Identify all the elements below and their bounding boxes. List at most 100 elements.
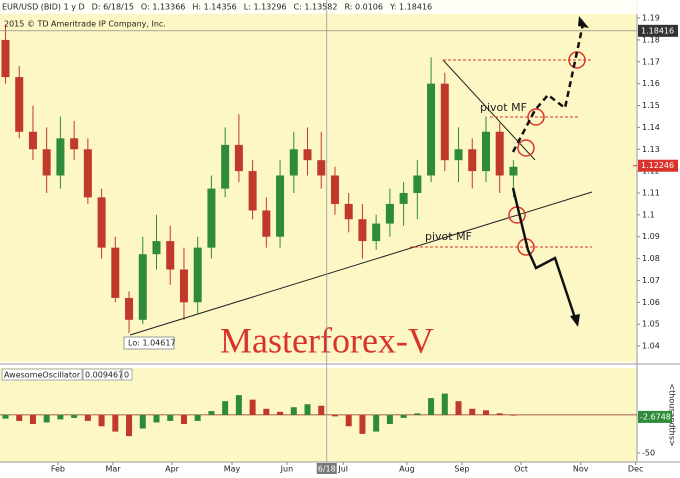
oscillator-bar xyxy=(98,414,105,427)
oscillator-bar xyxy=(153,414,160,423)
forecast-arrow xyxy=(511,23,585,153)
candle-body xyxy=(344,203,353,220)
header-bar xyxy=(0,0,680,14)
y-tick-label: 1.04 xyxy=(642,342,660,351)
oscillator-bar xyxy=(277,411,284,415)
candle-body xyxy=(399,192,408,204)
circle xyxy=(517,139,535,157)
oscillator-bar xyxy=(167,414,174,421)
oscillator-bar xyxy=(57,414,64,420)
oscillator-bar xyxy=(29,414,36,424)
price-label: 1.18416 xyxy=(641,26,674,35)
x-tick-label: Apr xyxy=(165,465,180,474)
oscillator-bar xyxy=(16,414,23,421)
oscillator-bar xyxy=(400,414,407,418)
y-tick-label: 1.05 xyxy=(642,320,660,329)
x-tick-label: Dec xyxy=(628,465,643,474)
oscillator-bar xyxy=(84,414,91,421)
candle-body xyxy=(193,247,202,303)
candle-body xyxy=(317,160,326,176)
oscillator-bar xyxy=(235,395,242,415)
oscillator-bar xyxy=(194,414,201,421)
oscillator-bar xyxy=(441,393,448,415)
oscillator-bar xyxy=(2,414,9,419)
x-tick-label: Oct xyxy=(514,465,528,474)
candle-body xyxy=(111,247,120,298)
x-tick-label: Jul xyxy=(337,465,348,474)
y-tick-label: -50 xyxy=(642,448,655,457)
oscillator-bar xyxy=(318,405,325,415)
candle-body xyxy=(509,166,518,176)
candle-body xyxy=(330,175,339,204)
copyright: 2015 © TD Ameritrade IP Company, Inc. xyxy=(4,20,166,29)
header-item: L: 1.13296 xyxy=(244,3,287,12)
candle-body xyxy=(152,241,161,255)
oscillator-bar xyxy=(112,414,119,432)
forecast-arrow xyxy=(511,187,577,319)
candle-body xyxy=(468,149,477,172)
candle-body xyxy=(358,219,367,242)
x-tick-label: Sep xyxy=(454,465,469,474)
oscillator-bar xyxy=(469,408,476,415)
oscillator-bar xyxy=(510,414,517,416)
marks xyxy=(0,24,637,437)
oscillator-bar xyxy=(331,414,338,417)
low-label: Lo: 1.04617 xyxy=(128,339,176,348)
candle-body xyxy=(262,210,271,237)
oscillator-bar xyxy=(482,410,489,415)
candle-body xyxy=(179,269,188,303)
candle-body xyxy=(125,297,134,320)
y-tick-label: 1.06 xyxy=(642,298,660,307)
oscillator-bar xyxy=(373,414,380,432)
y-tick-label: 1.18 xyxy=(642,35,660,44)
candle-body xyxy=(248,171,257,211)
header-item: O: 1.13366 xyxy=(141,3,185,12)
last-box xyxy=(638,410,672,423)
candle-body xyxy=(454,149,463,161)
y-tick-label: 1.09 xyxy=(642,232,660,241)
oscillator-bar xyxy=(290,407,297,415)
y-tick-label: 1.17 xyxy=(642,57,660,66)
candle-body xyxy=(495,131,504,176)
readout-box xyxy=(121,368,133,381)
candle-body xyxy=(83,149,92,198)
oscillator-bar xyxy=(263,408,270,415)
oscillator-bar xyxy=(345,414,352,427)
candle-body xyxy=(372,223,381,242)
circle xyxy=(527,108,545,126)
date-marker-box xyxy=(316,463,337,474)
y-tick-label: 1.08 xyxy=(642,254,660,263)
oscillator-bar xyxy=(126,414,133,437)
annotations xyxy=(129,16,593,336)
candle-body xyxy=(427,83,436,176)
price-box xyxy=(638,24,678,37)
readout-box xyxy=(82,368,122,381)
oscillator-bar xyxy=(208,411,215,415)
candle-body xyxy=(221,144,230,189)
oscillator-bar xyxy=(43,414,50,423)
readout: 0.0094672 xyxy=(85,371,128,380)
candle-body xyxy=(1,39,10,78)
y-tick-label: 1.15 xyxy=(642,101,660,110)
y-tick-label: 1.16 xyxy=(642,79,660,88)
oscillator-bar xyxy=(386,414,393,424)
oscillator-bar xyxy=(180,414,187,424)
candle-body xyxy=(276,175,285,237)
candle-body xyxy=(413,175,422,193)
oscillator-bar xyxy=(359,414,366,434)
y-tick-label: 1.19 xyxy=(642,14,660,23)
x-tick-label: Jun xyxy=(280,465,294,474)
header-item: H: 1.14356 xyxy=(192,3,236,12)
candle-body xyxy=(385,203,394,224)
indicator-box xyxy=(1,368,83,381)
x-tick-label: Feb xyxy=(51,465,65,474)
candle-body xyxy=(97,197,106,248)
x-tick-label: Aug xyxy=(399,465,415,474)
readout: 0 xyxy=(124,371,129,380)
candle-body xyxy=(42,149,51,176)
header-item: D: 6/18/15 xyxy=(92,3,134,12)
oscillator-bar xyxy=(428,398,435,415)
candle-body xyxy=(481,131,490,172)
x-tick-label: Nov xyxy=(573,465,589,474)
